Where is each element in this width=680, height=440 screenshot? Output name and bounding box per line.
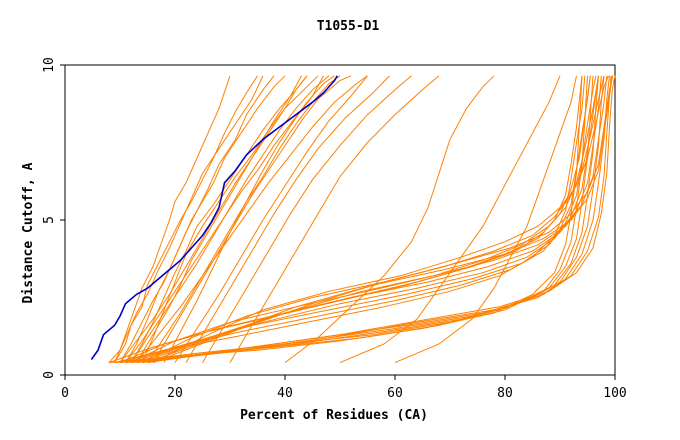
series-line-38	[152, 75, 614, 364]
y-tick-label: 10	[42, 57, 57, 73]
x-tick-label: 60	[387, 386, 403, 401]
series-line-5	[130, 75, 308, 363]
series-line-6	[114, 75, 264, 363]
series-line-3	[119, 75, 275, 363]
series-line-40	[119, 75, 591, 364]
highlight-series-line	[90, 75, 338, 360]
series-line-19	[229, 75, 440, 363]
series-line-2	[114, 75, 258, 363]
series-line-22	[394, 75, 577, 364]
series-line-24	[114, 75, 588, 364]
series-line-21	[339, 75, 561, 364]
x-axis-ticks: 0 20 40 60 80 100	[61, 375, 627, 401]
series-line-42	[141, 75, 605, 364]
series-line-43	[152, 75, 609, 364]
series-line-31	[114, 75, 586, 364]
series-line-7	[136, 75, 302, 363]
highlight-series-layer	[90, 75, 338, 360]
series-line-16	[174, 75, 368, 363]
series-line-17	[185, 75, 390, 363]
y-tick-label: 5	[42, 216, 57, 224]
x-tick-label: 100	[603, 386, 626, 401]
series-line-12	[130, 75, 330, 363]
series-line-23	[108, 75, 583, 364]
chart-title: T1055-D1	[317, 19, 380, 34]
series-line-41	[130, 75, 599, 364]
y-tick-label: 0	[42, 371, 57, 379]
series-line-10	[125, 75, 335, 363]
series-line-32	[119, 75, 591, 364]
series-line-13	[152, 75, 352, 363]
series-line-39	[108, 75, 583, 364]
series-line-37	[147, 75, 612, 364]
x-tick-label: 80	[497, 386, 513, 401]
series-line-30	[147, 75, 616, 364]
x-axis-label: Percent of Residues (CA)	[240, 408, 428, 423]
series-line-34	[130, 75, 599, 364]
series-line-33	[125, 75, 597, 364]
series-line-1	[108, 75, 231, 363]
series-line-4	[125, 75, 286, 363]
y-axis-label: Distance Cutoff, A	[21, 162, 36, 303]
series-line-14	[136, 75, 368, 363]
y-axis-ticks: 0 5 10	[42, 57, 65, 379]
x-tick-label: 40	[277, 386, 293, 401]
series-line-26	[125, 75, 599, 364]
series-line-20	[284, 75, 495, 363]
x-tick-label: 0	[61, 386, 69, 401]
series-line-18	[202, 75, 412, 363]
series-line-35	[136, 75, 602, 364]
series-layer	[108, 75, 616, 364]
series-line-29	[141, 75, 613, 364]
x-tick-label: 20	[167, 386, 183, 401]
series-line-9	[141, 75, 308, 363]
plot-frame	[64, 64, 616, 376]
series-line-25	[119, 75, 594, 364]
